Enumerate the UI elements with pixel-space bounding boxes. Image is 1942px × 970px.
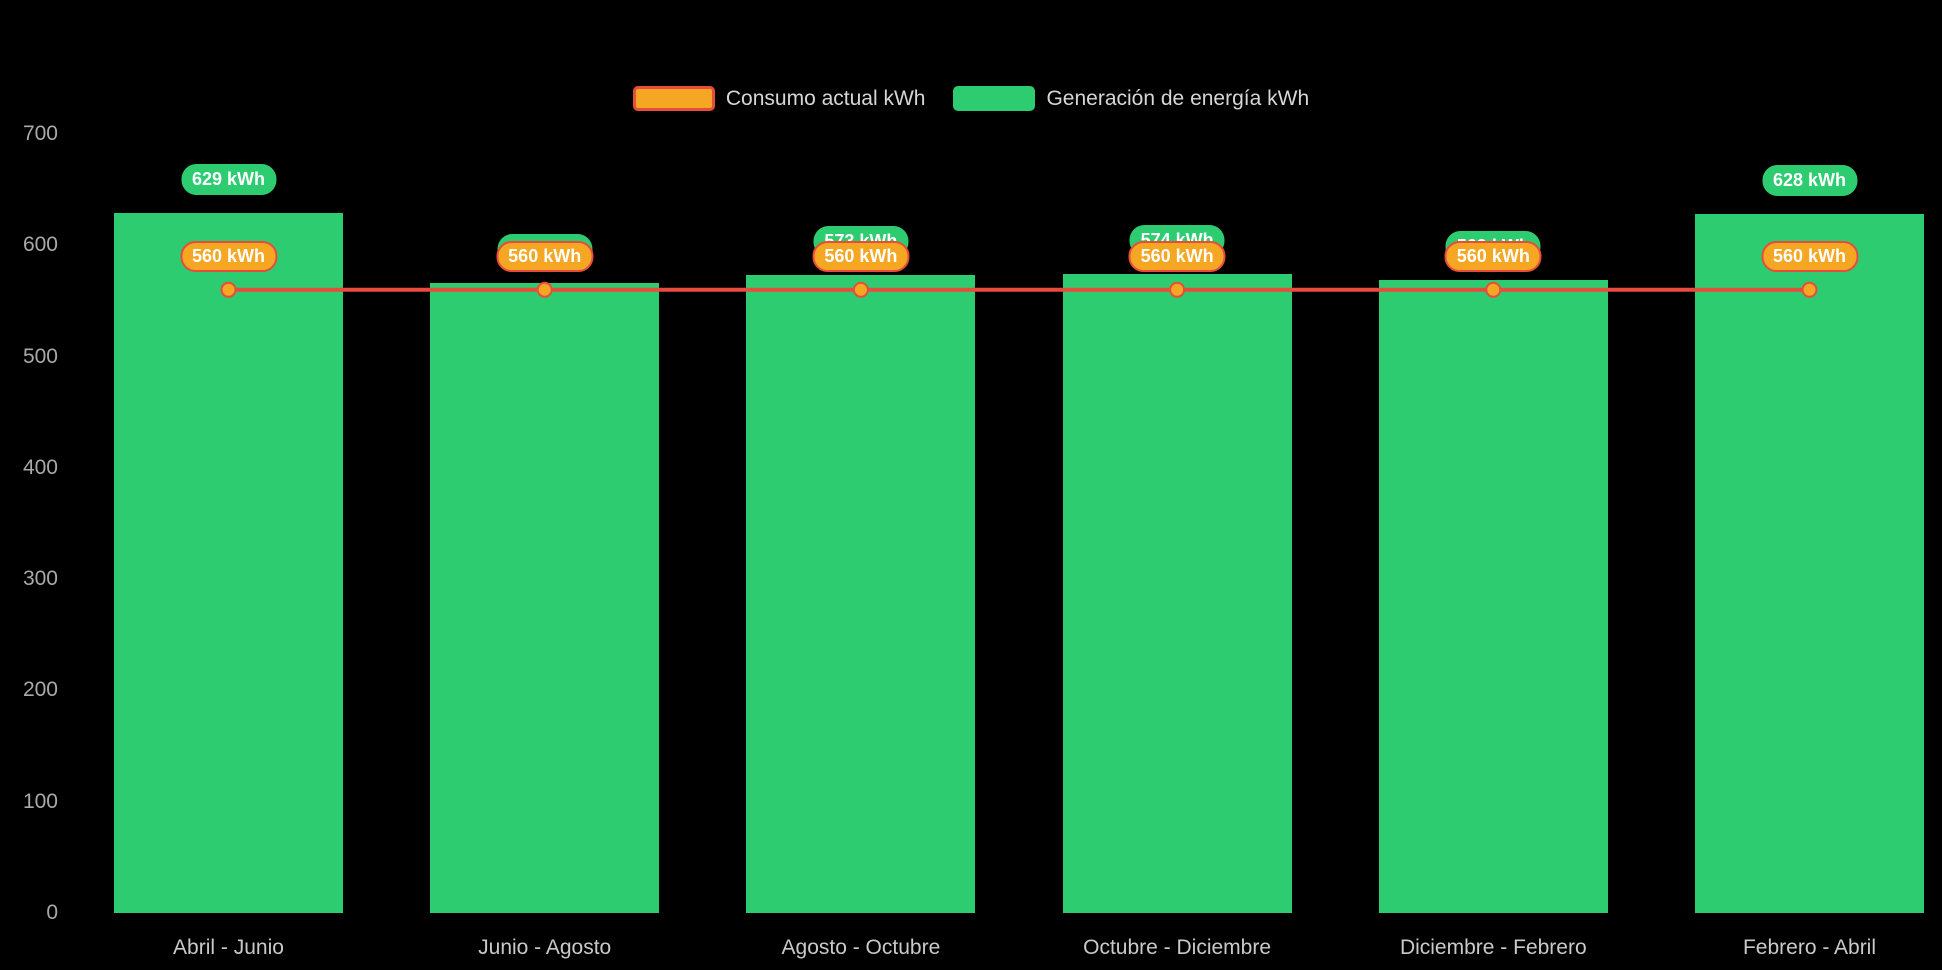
line-value-label: 560 kWh [496, 240, 594, 272]
legend-item-consumo[interactable]: Consumo actual kWh [632, 86, 926, 111]
y-axis-tick-label: 0 [46, 901, 58, 924]
x-axis-category-label: Agosto - Octubre [781, 936, 941, 959]
legend: Consumo actual kWh Generación de energía… [0, 86, 1942, 111]
line-value-label: 560 kWh [1128, 240, 1226, 272]
bar-generacion [746, 275, 976, 913]
legend-swatch-generacion [953, 86, 1036, 111]
legend-label-consumo: Consumo actual kWh [725, 86, 926, 110]
y-axis-tick-label: 200 [22, 678, 58, 702]
x-axis-category-label: Diciembre - Febrero [1399, 936, 1587, 959]
y-axis-tick-label: 700 [22, 122, 58, 145]
bar-generacion [1378, 279, 1608, 913]
y-axis-tick-label: 400 [22, 455, 58, 479]
legend-swatch-consumo [632, 86, 715, 111]
bar-generacion [114, 213, 343, 913]
legend-label-generacion: Generación de energía kWh [1046, 86, 1310, 110]
bar-generacion [430, 283, 660, 913]
line-value-label: 560 kWh [1444, 240, 1542, 272]
bar-generacion [1695, 214, 1924, 913]
line-value-label: 560 kWh [179, 240, 278, 272]
line-value-label: 560 kWh [812, 240, 910, 272]
bar-generacion [1062, 274, 1292, 913]
bar-value-label: 629 kWh [180, 164, 277, 195]
legend-item-generacion[interactable]: Generación de energía kWh [953, 86, 1309, 111]
y-axis-tick-label: 500 [22, 344, 58, 368]
y-axis-tick-label: 100 [22, 789, 58, 813]
x-axis-category-label: Abril - Junio [173, 936, 284, 959]
x-axis-category-label: Febrero - Abril [1742, 936, 1877, 959]
line-value-label: 560 kWh [1760, 240, 1859, 272]
y-axis-tick-label: 300 [22, 567, 58, 591]
y-axis-tick-label: 600 [22, 233, 58, 257]
x-axis-category-label: Octubre - Diciembre [1083, 936, 1272, 959]
bar-value-label: 628 kWh [1761, 165, 1858, 197]
x-axis-category-label: Junio - Agosto [478, 936, 612, 959]
